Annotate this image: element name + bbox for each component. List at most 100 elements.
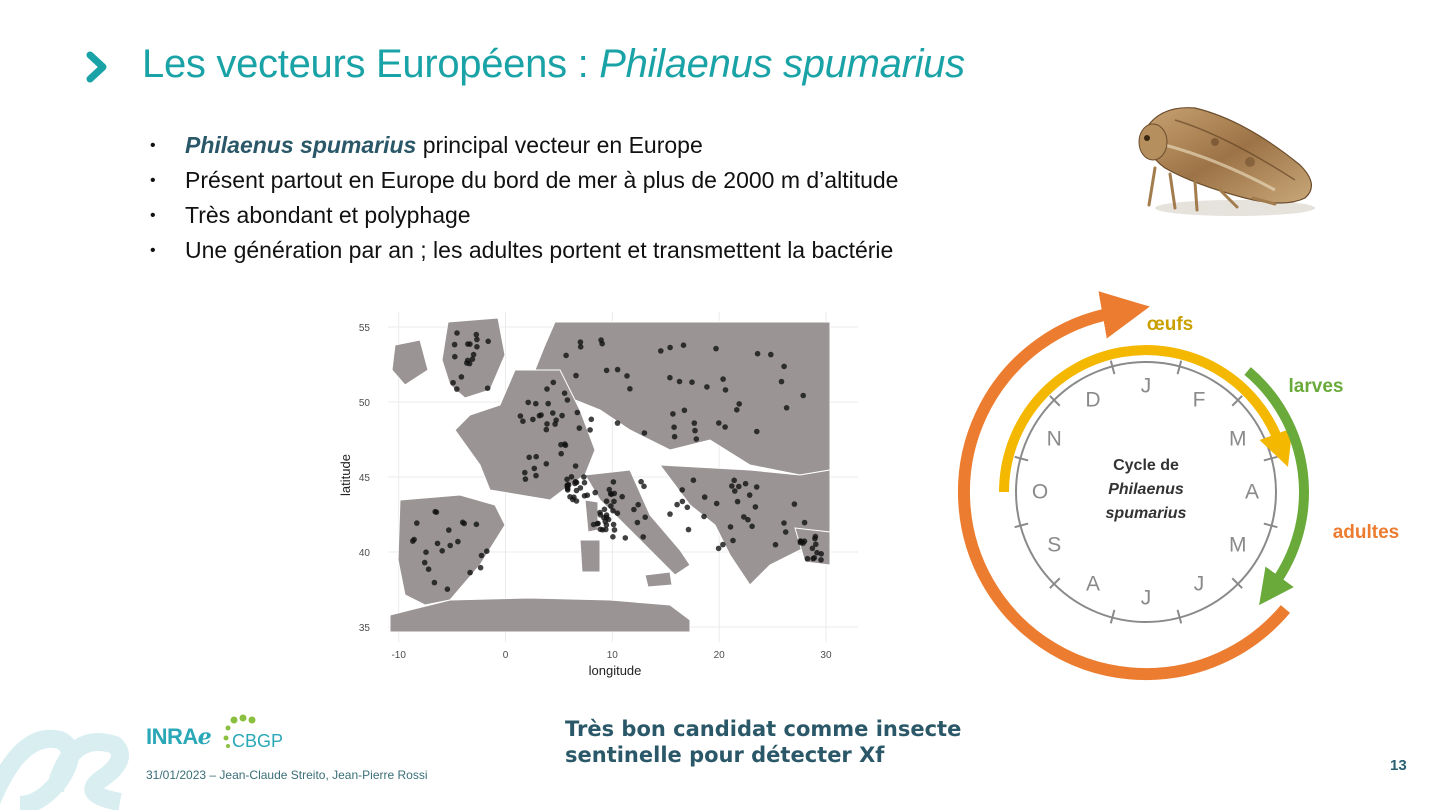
occurrence-point [670,411,676,417]
month-label: M [1229,534,1247,557]
occurrence-point [485,338,491,345]
title-plain: Les vecteurs Européens : [142,42,600,86]
occurrence-point [746,492,753,498]
cbgp-logo: CBGP [223,714,283,751]
occurrence-point [690,477,697,483]
occurrence-point [431,579,438,586]
occurrence-point [679,487,685,493]
y-axis-label: latitude [338,454,353,496]
occurrence-point [753,484,760,490]
occurrence-point [473,331,480,338]
occurrence-point [543,461,550,467]
occurrence-point [791,501,798,507]
inrae-logo: INRAℯ [146,724,212,749]
occurrence-point [608,491,615,497]
occurrence-point [818,551,824,557]
land-mass [389,317,831,633]
chevron-right-icon [86,51,107,83]
occurrence-point [458,374,465,380]
occurrence-point [734,407,740,413]
occurrence-point [447,542,453,549]
x-tick-label: 0 [503,650,509,661]
occurrence-point [752,504,759,510]
occurrence-point [522,476,529,482]
occurrence-point [530,416,536,423]
cbgp-logo-text: CBGP [232,731,283,751]
bullet-dot: • [150,242,156,259]
bullet-dot: • [150,172,156,189]
occurrence-point [454,330,460,336]
occurrence-point [611,527,618,533]
occurrence-point [444,586,451,592]
larvae-arrow [1244,367,1309,606]
conclusion-text: Très bon candidat comme insecte sentinel… [565,716,961,768]
occurrence-point [474,344,480,350]
occurrence-map: -10 0 10 20 30 55 50 45 40 35 longitude … [338,312,858,678]
occurrence-point [684,504,691,511]
occurrence-point [800,392,806,399]
occurrence-point [622,535,629,541]
occurrence-point [581,493,588,499]
occurrence-point [581,474,587,480]
occurrence-point [614,510,621,516]
occurrence-point [624,373,630,379]
occurrence-point [680,342,687,348]
occurrence-point [640,534,646,540]
occurrence-point [526,454,532,461]
occurrence-point [614,420,621,426]
occurrence-point [572,480,578,487]
month-label: J [1141,587,1152,610]
bullet-dot: • [150,137,156,154]
occurrence-point [550,379,557,386]
occurrence-point [595,520,601,527]
occurrence-point [452,353,458,360]
occurrence-point [587,427,593,433]
occurrence-point [470,351,477,358]
occurrence-point [544,421,550,427]
clock-tick [1109,360,1116,375]
occurrence-point [778,378,785,385]
occurrence-point [425,566,432,572]
occurrence-point [729,483,735,489]
occurrence-point [693,436,700,442]
occurrence-point [610,507,616,514]
occurrence-point [813,541,819,548]
occurrence-point [685,526,692,533]
occurrence-point [601,506,608,513]
clock-tick [1049,577,1061,589]
occurrence-point [727,524,734,530]
occurrence-point [563,352,569,359]
cycle-center-line1: Cycle de [1113,457,1179,474]
occurrence-point [469,356,476,362]
occurrence-point [461,520,467,527]
occurrence-point [517,413,524,419]
occurrence-point [812,535,818,542]
occurrence-point [611,498,617,505]
occurrence-point [464,360,470,366]
occurrence-point [455,538,461,545]
inrae-watermark-logo [0,729,129,810]
occurrence-point [588,416,595,423]
occurrence-point [564,476,570,483]
occurrence-point [564,485,571,492]
occurrence-point [667,511,673,517]
stage-larvae-label: larves [1289,376,1344,397]
occurrence-point [522,469,528,476]
occurrence-point [602,518,608,525]
occurrence-point [754,350,761,357]
occurrence-point [691,420,698,426]
x-tick-label: -10 [391,650,406,661]
occurrence-point [732,488,738,494]
occurrence-point [599,527,606,533]
occurrence-point [550,410,556,416]
occurrence-point [638,478,644,485]
occurrence-point [558,450,564,457]
month-label: J [1194,572,1205,595]
slide-title: Les vecteurs Européens : Philaenus spuma… [142,42,965,87]
month-label: M [1229,428,1247,451]
occurrence-point [545,400,551,407]
occurrence-point [533,453,539,460]
occurrence-point [736,401,742,407]
x-axis-ticks: -10 0 10 20 30 [391,650,831,661]
land-north-africa [389,597,691,633]
